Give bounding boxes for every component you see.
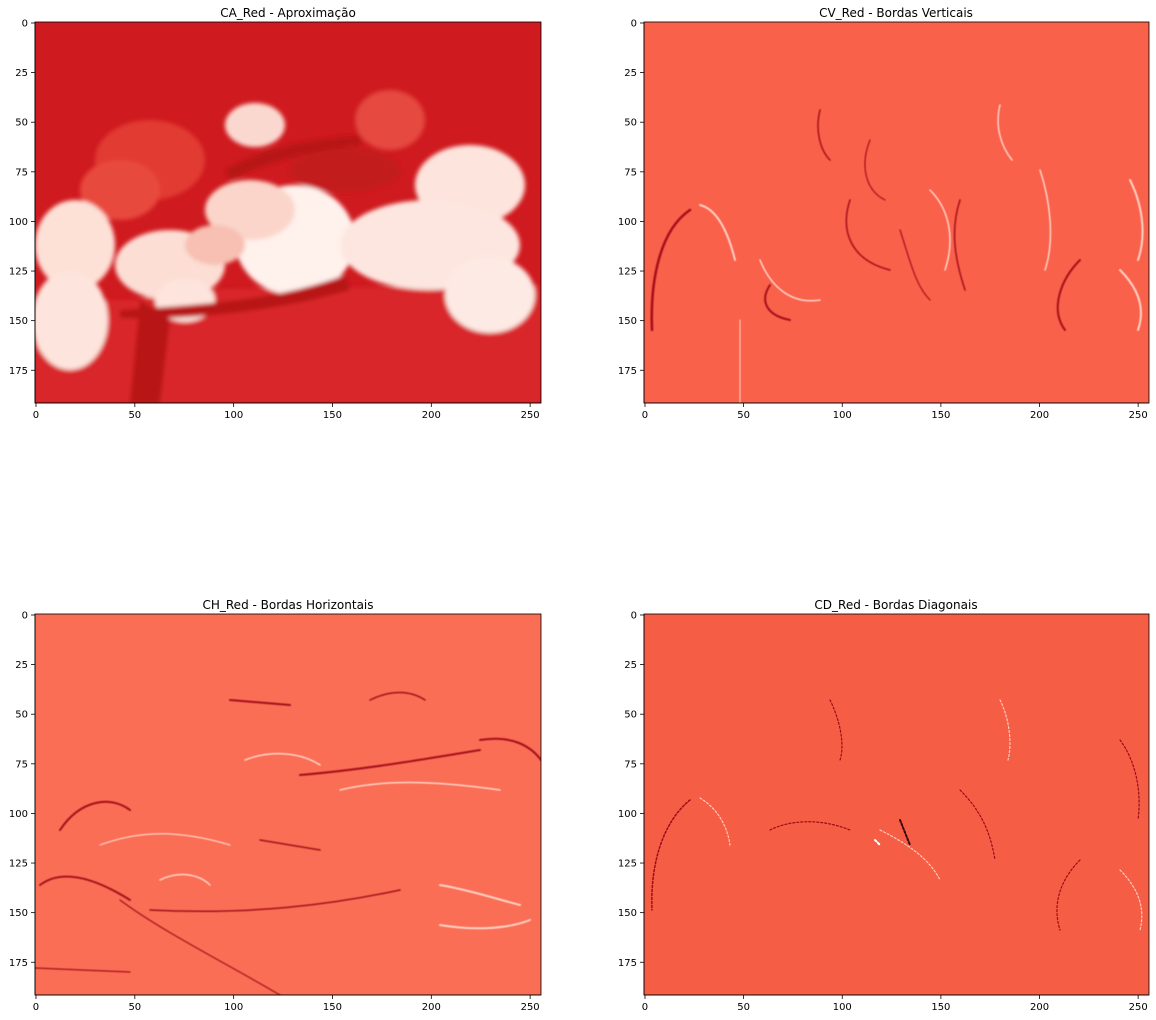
image-ca xyxy=(35,22,541,403)
x-tick-label: 0 xyxy=(642,1002,648,1013)
y-tick-label: 0 xyxy=(631,610,637,621)
y-tick-label: 25 xyxy=(15,68,28,79)
y-tick-label: 75 xyxy=(624,167,637,178)
y-ticks-ch: 0 25 50 75 100 125 150 175 xyxy=(9,610,35,969)
panel-ch: CH_Red - Bordas Horizontais xyxy=(9,598,542,1013)
x-tick-label: 250 xyxy=(521,410,540,421)
panel-title-cd: CD_Red - Bordas Diagonais xyxy=(814,598,977,612)
y-axis-cd: 0 25 50 75 100 125 150 175 xyxy=(618,610,645,995)
y-axis-ch: 0 25 50 75 100 125 150 175 xyxy=(9,610,36,995)
y-tick-label: 125 xyxy=(9,267,28,278)
x-tick-label: 150 xyxy=(931,410,950,421)
x-ticks-cd: 0 50 100 150 200 250 xyxy=(642,995,1148,1013)
x-tick-label: 0 xyxy=(33,1002,39,1013)
image-cd xyxy=(644,614,1149,995)
x-tick-label: 200 xyxy=(422,410,441,421)
image-cv xyxy=(644,22,1149,403)
y-tick-label: 25 xyxy=(624,660,637,671)
x-tick-label: 50 xyxy=(737,410,750,421)
panel-title-ca: CA_Red - Aproximação xyxy=(220,6,356,20)
x-tick-label: 150 xyxy=(931,1002,950,1013)
x-tick-label: 200 xyxy=(1030,1002,1049,1013)
y-tick-label: 100 xyxy=(9,809,28,820)
x-tick-label: 150 xyxy=(323,410,342,421)
y-axis-ca: 0 25 50 75 100 125 150 175 xyxy=(9,18,36,403)
x-tick-label: 0 xyxy=(642,410,648,421)
y-tick-label: 0 xyxy=(22,18,28,29)
x-ticks-cv: 0 50 100 150 200 250 xyxy=(642,403,1148,421)
y-tick-label: 150 xyxy=(618,316,637,327)
x-tick-label: 200 xyxy=(1030,410,1049,421)
panel-title-cv: CV_Red - Bordas Verticais xyxy=(819,6,973,20)
x-tick-label: 50 xyxy=(737,1002,750,1013)
y-tick-label: 50 xyxy=(624,118,637,129)
image-ch-background xyxy=(35,614,541,995)
y-tick-label: 25 xyxy=(624,68,637,79)
y-tick-label: 50 xyxy=(15,118,28,129)
x-tick-label: 250 xyxy=(1129,410,1148,421)
y-tick-label: 175 xyxy=(9,958,28,969)
x-tick-label: 100 xyxy=(833,1002,852,1013)
y-tick-label: 0 xyxy=(631,18,637,29)
y-tick-label: 0 xyxy=(22,610,28,621)
x-tick-label: 100 xyxy=(224,410,243,421)
y-tick-label: 100 xyxy=(618,809,637,820)
x-tick-label: 100 xyxy=(224,1002,243,1013)
y-tick-label: 150 xyxy=(9,908,28,919)
y-tick-label: 50 xyxy=(15,710,28,721)
y-tick-label: 175 xyxy=(618,366,637,377)
x-tick-label: 250 xyxy=(521,1002,540,1013)
x-axis-cd: 0 50 100 150 200 250 xyxy=(642,994,1149,1013)
y-tick-label: 75 xyxy=(15,759,28,770)
y-tick-label: 100 xyxy=(9,217,28,228)
x-tick-label: 150 xyxy=(323,1002,342,1013)
x-axis-ch: 0 50 100 150 200 250 xyxy=(33,994,541,1013)
y-ticks-cv: 0 25 50 75 100 125 150 175 xyxy=(618,18,644,377)
y-tick-label: 75 xyxy=(15,167,28,178)
y-ticks-cd: 0 25 50 75 100 125 150 175 xyxy=(618,610,644,969)
y-tick-label: 150 xyxy=(618,908,637,919)
x-tick-label: 50 xyxy=(128,410,141,421)
panel-cd: CD_Red - Bordas Diagonais 0 50 100 150 200 25… xyxy=(618,598,1150,1013)
y-axis-cv: 0 25 50 75 100 125 150 175 xyxy=(618,18,645,403)
y-tick-label: 75 xyxy=(624,759,637,770)
x-tick-label: 0 xyxy=(33,410,39,421)
x-tick-label: 200 xyxy=(422,1002,441,1013)
y-tick-label: 150 xyxy=(9,316,28,327)
panel-title-ch: CH_Red - Bordas Horizontais xyxy=(202,598,373,612)
y-tick-label: 25 xyxy=(15,660,28,671)
x-ticks-ch: 0 50 100 150 200 250 xyxy=(33,995,540,1013)
x-axis-cv: 0 50 100 150 200 250 xyxy=(642,402,1149,421)
y-tick-label: 175 xyxy=(9,366,28,377)
y-tick-label: 50 xyxy=(624,710,637,721)
image-ch xyxy=(35,614,541,995)
x-ticks-ca: 0 50 100 150 200 250 xyxy=(33,403,540,421)
image-cv-background xyxy=(644,22,1149,403)
x-axis-ca: 0 50 100 150 200 250 xyxy=(33,402,541,421)
x-tick-label: 100 xyxy=(833,410,852,421)
x-tick-label: 50 xyxy=(128,1002,141,1013)
y-tick-label: 125 xyxy=(9,859,28,870)
y-tick-label: 100 xyxy=(618,217,637,228)
y-tick-label: 125 xyxy=(618,267,637,278)
y-ticks-ca: 0 25 50 75 100 125 150 175 xyxy=(9,18,35,377)
x-tick-label: 250 xyxy=(1129,1002,1148,1013)
y-tick-label: 125 xyxy=(618,859,637,870)
panel-cv: CV_Red - Bordas Verticais xyxy=(618,6,1150,421)
y-tick-label: 175 xyxy=(618,958,637,969)
image-cd-background xyxy=(644,614,1149,995)
panel-ca: CA_Red - Aproximação xyxy=(9,6,542,421)
